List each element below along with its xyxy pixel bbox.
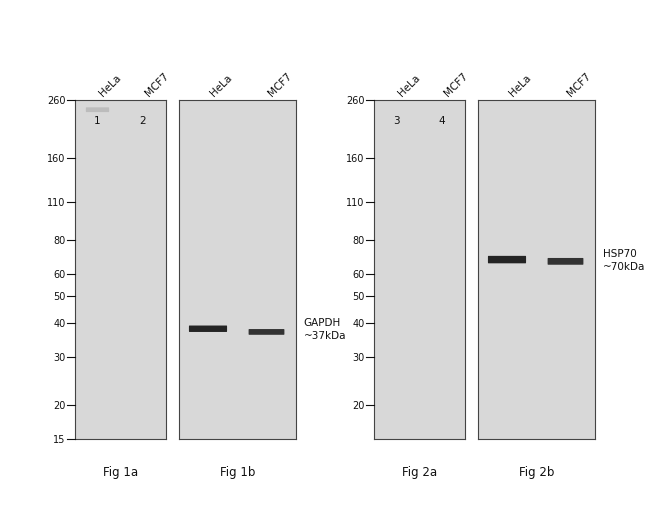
- Text: 60: 60: [352, 270, 365, 280]
- Text: 20: 20: [53, 400, 66, 410]
- Text: 2: 2: [140, 116, 146, 126]
- Text: HeLa: HeLa: [507, 73, 532, 98]
- Text: MCF7: MCF7: [143, 71, 170, 98]
- Text: 80: 80: [352, 236, 365, 246]
- Text: 1: 1: [94, 116, 101, 126]
- FancyBboxPatch shape: [189, 326, 227, 332]
- Text: MCF7: MCF7: [442, 71, 469, 98]
- Text: GAPDH
~37kDa: GAPDH ~37kDa: [304, 318, 346, 341]
- FancyBboxPatch shape: [488, 257, 526, 264]
- Text: HeLa: HeLa: [208, 73, 233, 98]
- Text: 4: 4: [439, 116, 445, 126]
- Text: Fig 2a: Fig 2a: [402, 465, 437, 478]
- Text: 160: 160: [346, 154, 365, 164]
- Text: 110: 110: [346, 198, 365, 208]
- FancyBboxPatch shape: [248, 329, 285, 335]
- Text: 260: 260: [346, 96, 365, 106]
- Text: 20: 20: [352, 400, 365, 410]
- Text: MCF7: MCF7: [566, 71, 593, 98]
- Text: 260: 260: [47, 96, 66, 106]
- Text: 30: 30: [352, 352, 365, 362]
- Text: 80: 80: [53, 236, 66, 246]
- Text: Fig 2b: Fig 2b: [519, 465, 554, 478]
- Text: 110: 110: [47, 198, 66, 208]
- Text: 60: 60: [53, 270, 66, 280]
- FancyBboxPatch shape: [86, 108, 109, 113]
- Text: HSP70
~70kDa: HSP70 ~70kDa: [603, 248, 645, 272]
- Text: 40: 40: [53, 318, 66, 328]
- Text: 50: 50: [352, 291, 365, 301]
- Text: 40: 40: [352, 318, 365, 328]
- Text: HeLa: HeLa: [98, 73, 123, 98]
- Text: 160: 160: [47, 154, 66, 164]
- Text: Fig 1a: Fig 1a: [103, 465, 138, 478]
- Text: HeLa: HeLa: [396, 73, 422, 98]
- Text: 15: 15: [53, 434, 66, 444]
- Text: 3: 3: [393, 116, 400, 126]
- Text: 30: 30: [53, 352, 66, 362]
- Text: Fig 1b: Fig 1b: [220, 465, 255, 478]
- Text: MCF7: MCF7: [266, 71, 294, 98]
- Text: 50: 50: [53, 291, 66, 301]
- FancyBboxPatch shape: [547, 259, 584, 265]
